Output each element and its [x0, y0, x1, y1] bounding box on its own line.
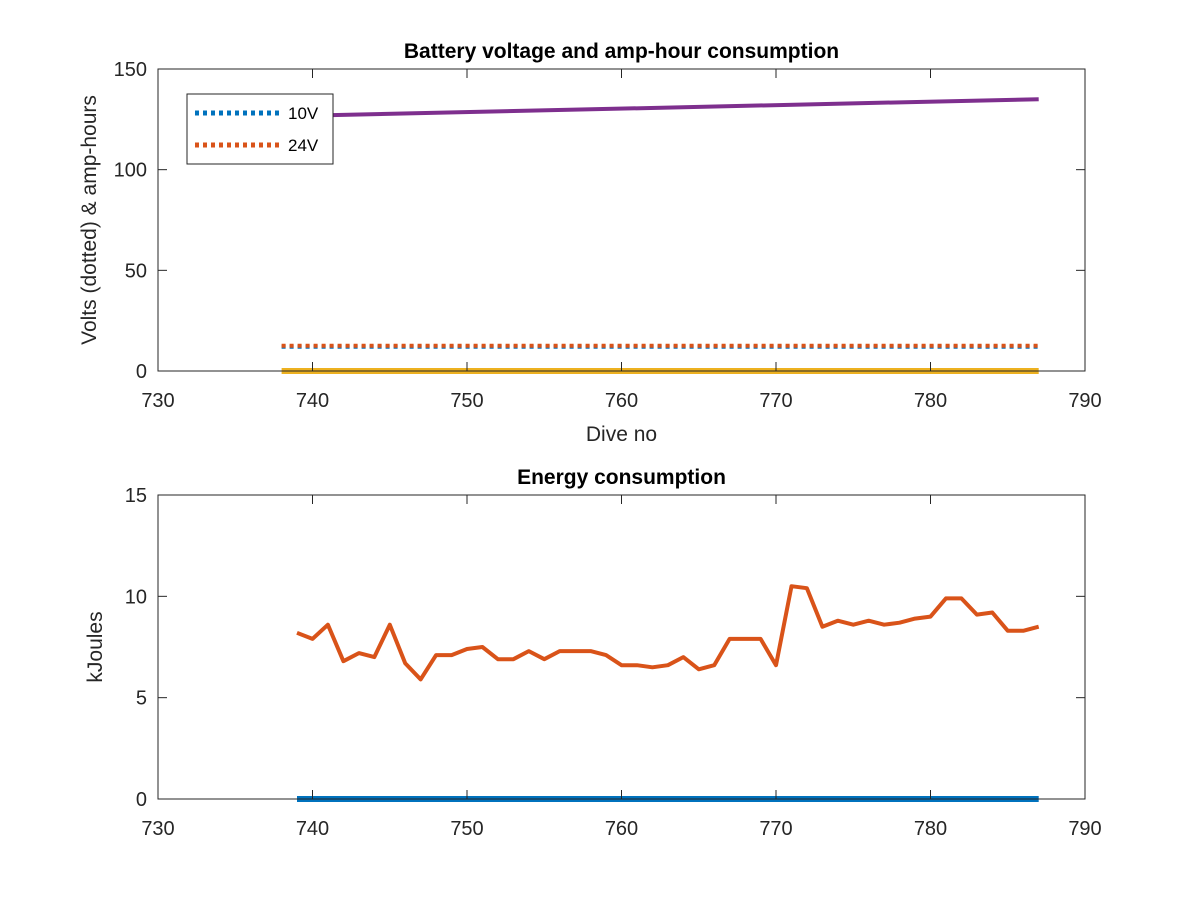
voltage-x-tick-label: 750	[450, 390, 483, 412]
energy-y-tick-label: 0	[136, 789, 147, 811]
voltage-ticks: 730 740 750 760 770 780 790 0 50 100 150	[114, 59, 1102, 412]
voltage-x-tick-label: 730	[141, 390, 174, 412]
energy-x-tick-label: 770	[759, 818, 792, 840]
voltage-y-tick-label: 100	[114, 160, 147, 182]
legend-label-24v: 24V	[288, 136, 319, 155]
energy-y-tick-label: 5	[136, 688, 147, 710]
energy-x-tick-label: 780	[914, 818, 947, 840]
energy-y-tick-label: 15	[125, 485, 147, 507]
energy-chart-title: Energy consumption	[517, 466, 726, 489]
legend-label-10v: 10V	[288, 104, 319, 123]
energy-x-tick-label: 760	[605, 818, 638, 840]
voltage-y-tick-label: 150	[114, 59, 147, 81]
energy-series-line-1	[296, 584, 1040, 682]
energy-ticks: 730 740 750 760 770 780 790 0 5 10 15	[125, 485, 1102, 840]
energy-axes: 730 740 750 760 770 780 790 0 5 10 15 Energy consu…	[84, 466, 1102, 840]
voltage-y-axis-label: Volts (dotted) & amp-hours	[78, 95, 101, 345]
energy-y-tick-label: 10	[125, 586, 147, 608]
energy-y-axis-label: kJoules	[84, 611, 107, 682]
voltage-y-tick-label: 0	[136, 361, 147, 383]
voltage-x-tick-label: 760	[605, 390, 638, 412]
voltage-x-axis-label: Dive no	[586, 423, 657, 446]
energy-x-tick-label: 730	[141, 818, 174, 840]
energy-x-tick-label: 740	[296, 818, 329, 840]
voltage-legend: 10V 24V	[186, 93, 334, 165]
voltage-y-tick-label: 50	[125, 260, 147, 282]
voltage-axes: 730 740 750 760 770 780 790 0 50 100 150 Battery v…	[78, 40, 1102, 446]
voltage-chart-title: Battery voltage and amp-hour consumption	[404, 40, 839, 63]
voltage-x-tick-label: 740	[296, 390, 329, 412]
voltage-x-tick-label: 790	[1068, 390, 1101, 412]
legend-box	[186, 93, 334, 165]
voltage-x-tick-label: 770	[759, 390, 792, 412]
voltage-series-line-4	[281, 97, 1039, 119]
voltage-x-tick-label: 780	[914, 390, 947, 412]
energy-x-tick-label: 750	[450, 818, 483, 840]
energy-x-tick-label: 790	[1068, 818, 1101, 840]
